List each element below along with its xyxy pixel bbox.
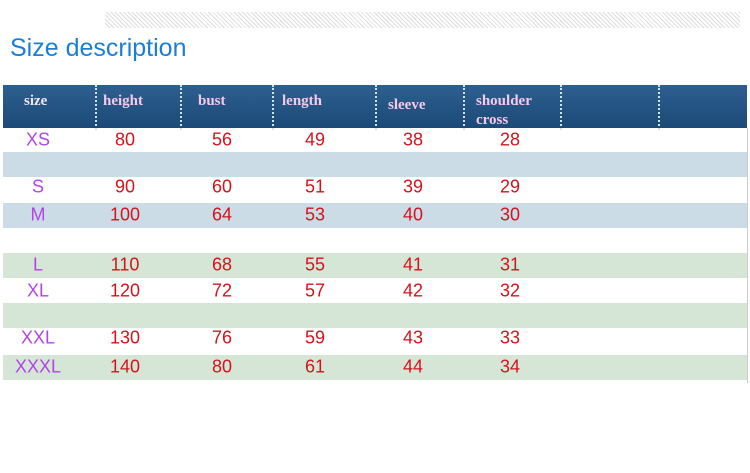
value-cell: 72 — [211, 280, 233, 301]
value-cell: 40 — [402, 204, 424, 225]
value-cell: 90 — [114, 176, 136, 197]
size-cell: XS — [25, 129, 51, 150]
value-cell: 80 — [211, 356, 233, 377]
value-cell: 28 — [499, 129, 521, 150]
value-cell: 64 — [211, 204, 233, 225]
value-cell: 38 — [402, 129, 424, 150]
row-band — [3, 355, 747, 380]
value-cell: 41 — [402, 254, 424, 275]
column-separator — [272, 85, 274, 130]
column-separator — [95, 85, 97, 130]
value-cell: 60 — [211, 176, 233, 197]
row-band — [3, 303, 747, 328]
decor-strip — [105, 12, 740, 28]
column-separator — [560, 85, 562, 130]
size-cell: XL — [26, 280, 50, 301]
size-cell: M — [30, 204, 46, 225]
column-separator — [658, 85, 660, 130]
header-cell: bust — [198, 93, 226, 109]
header-cell: shoulder cross — [476, 93, 532, 128]
header-cell: length — [282, 93, 323, 109]
column-separator — [463, 85, 465, 130]
value-cell: 33 — [499, 327, 521, 348]
value-cell: 110 — [110, 254, 140, 275]
value-cell: 53 — [304, 204, 326, 225]
size-cell: L — [32, 254, 44, 275]
value-cell: 39 — [402, 176, 424, 197]
value-cell: 43 — [402, 327, 424, 348]
value-cell: 32 — [499, 280, 521, 301]
value-cell: 57 — [304, 280, 326, 301]
value-cell: 31 — [499, 254, 521, 275]
value-cell: 44 — [402, 356, 424, 377]
header-cell: size — [24, 93, 48, 109]
value-cell: 30 — [499, 204, 521, 225]
row-band — [3, 152, 747, 177]
column-separator — [180, 85, 182, 130]
title: Size description — [10, 34, 187, 62]
value-cell: 56 — [211, 129, 233, 150]
value-cell: 120 — [109, 280, 141, 301]
value-cell: 49 — [304, 129, 326, 150]
value-cell: 61 — [304, 356, 326, 377]
value-cell: 130 — [109, 327, 141, 348]
size-cell: S — [31, 176, 45, 197]
row-band — [3, 253, 747, 278]
table-area — [3, 128, 748, 383]
value-cell: 51 — [304, 176, 326, 197]
value-cell: 42 — [402, 280, 424, 301]
header-cell: sleeve — [388, 97, 426, 113]
column-separator — [375, 85, 377, 130]
value-cell: 100 — [109, 204, 141, 225]
value-cell: 55 — [304, 254, 326, 275]
value-cell: 59 — [304, 327, 326, 348]
value-cell: 29 — [499, 176, 521, 197]
size-cell: XXL — [20, 327, 56, 348]
value-cell: 76 — [211, 327, 233, 348]
row-band — [3, 203, 747, 228]
value-cell: 80 — [114, 129, 136, 150]
value-cell: 34 — [499, 356, 521, 377]
header-cell: height — [103, 93, 144, 109]
value-cell: 140 — [109, 356, 141, 377]
size-cell: XXXL — [14, 356, 62, 377]
value-cell: 68 — [211, 254, 233, 275]
